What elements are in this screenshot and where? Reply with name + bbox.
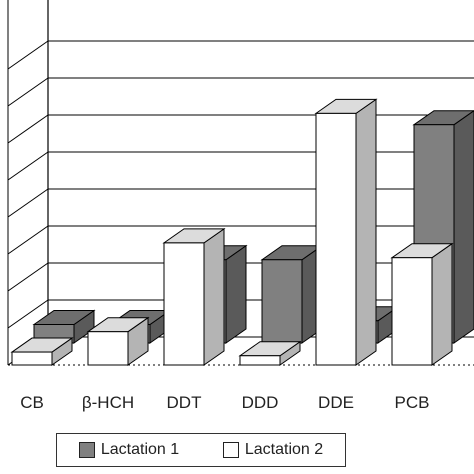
gridline-side	[7, 151, 49, 181]
category-labels: CB β-HCH DDT DDD DDE PCB	[20, 393, 429, 412]
legend-label-series-2: Lactation 2	[244, 441, 324, 458]
category-label: PCB	[395, 393, 430, 412]
category-label: CB	[20, 393, 44, 412]
grid-layer	[7, 0, 474, 366]
bar-series2-4	[315, 112, 357, 366]
bar-series2-4-side	[355, 98, 377, 366]
bar-series1-5-side	[453, 110, 474, 344]
legend-item-series-2: Lactation 2	[222, 441, 324, 459]
legend-item-series-1: Lactation 1	[78, 441, 180, 459]
legend-swatch-series-2	[222, 442, 239, 458]
bar-series2-2	[163, 242, 205, 366]
category-label: DDD	[242, 393, 279, 412]
bar-series1-3	[261, 259, 303, 344]
bar-series2-1	[87, 331, 129, 366]
bar-series2-2-side	[203, 227, 225, 366]
bar-series2-3	[239, 355, 281, 366]
legend-swatch-series-1	[78, 442, 95, 458]
bar-series2-5-side	[431, 242, 453, 366]
gridline-side	[7, 114, 49, 144]
bar-series2-0	[11, 351, 53, 366]
legend: Lactation 1 Lactation 2	[56, 433, 346, 467]
bars-layer	[10, 98, 474, 366]
gridline-side	[7, 225, 49, 255]
gridline-side	[7, 299, 49, 329]
category-label: β-HCH	[82, 393, 134, 412]
category-label: DDT	[167, 393, 202, 412]
bar-series1-2-side	[225, 244, 247, 344]
gridline-side	[7, 77, 49, 107]
legend-label-series-1: Lactation 1	[100, 441, 180, 458]
bar-series2-5	[391, 257, 433, 366]
gridline-side	[7, 262, 49, 292]
category-label: DDE	[318, 393, 354, 412]
gridline-side	[7, 40, 49, 70]
gridline-side	[7, 188, 49, 218]
